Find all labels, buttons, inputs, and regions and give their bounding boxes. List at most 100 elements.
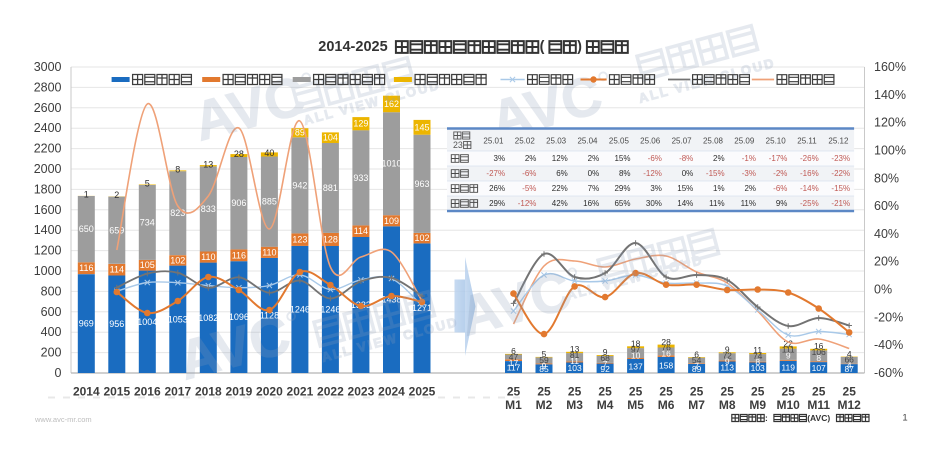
svg-text:0%: 0% bbox=[874, 283, 892, 297]
svg-text:25: 25 bbox=[721, 385, 735, 399]
svg-text:25: 25 bbox=[659, 385, 673, 399]
svg-text:60%: 60% bbox=[874, 199, 899, 213]
svg-text:22: 22 bbox=[783, 339, 793, 349]
svg-text:107: 107 bbox=[812, 363, 826, 373]
svg-text:2015: 2015 bbox=[103, 385, 130, 399]
svg-text:3%: 3% bbox=[650, 184, 662, 193]
svg-text:2600: 2600 bbox=[34, 101, 62, 115]
svg-text:2400: 2400 bbox=[34, 121, 62, 135]
svg-text:25: 25 bbox=[690, 385, 704, 399]
svg-text:1246: 1246 bbox=[290, 305, 310, 315]
svg-text:11%: 11% bbox=[709, 199, 724, 208]
svg-text:-60%: -60% bbox=[874, 366, 903, 380]
svg-text:25.01: 25.01 bbox=[483, 137, 504, 146]
svg-text:92: 92 bbox=[600, 364, 610, 374]
svg-text:120%: 120% bbox=[874, 116, 906, 130]
svg-text:2014: 2014 bbox=[73, 385, 100, 399]
svg-text:160%: 160% bbox=[874, 60, 906, 74]
svg-text:M6: M6 bbox=[658, 398, 675, 412]
svg-text:2%: 2% bbox=[588, 154, 600, 163]
svg-text:11%: 11% bbox=[741, 199, 756, 208]
svg-text:16: 16 bbox=[661, 349, 671, 359]
svg-text:885: 885 bbox=[262, 197, 277, 207]
svg-text:M10: M10 bbox=[777, 398, 801, 412]
svg-text:16%: 16% bbox=[583, 199, 599, 208]
svg-text:9: 9 bbox=[603, 347, 608, 357]
svg-text:111: 111 bbox=[782, 344, 795, 354]
svg-text:13: 13 bbox=[570, 344, 580, 354]
svg-text:-3%: -3% bbox=[742, 169, 756, 178]
svg-text:9: 9 bbox=[725, 345, 730, 355]
svg-text:42%: 42% bbox=[552, 199, 568, 208]
svg-text:M7: M7 bbox=[688, 398, 705, 412]
svg-text:162: 162 bbox=[384, 99, 399, 109]
svg-text:81: 81 bbox=[570, 350, 580, 360]
svg-text:-15%: -15% bbox=[831, 184, 850, 193]
svg-text:2021: 2021 bbox=[287, 385, 314, 399]
svg-text:12%: 12% bbox=[552, 154, 568, 163]
svg-text:16: 16 bbox=[814, 341, 824, 351]
svg-text:M11: M11 bbox=[807, 398, 830, 412]
svg-text:200: 200 bbox=[41, 346, 62, 360]
svg-text:25.05: 25.05 bbox=[609, 137, 630, 146]
svg-text:2: 2 bbox=[114, 190, 119, 200]
svg-text:26%: 26% bbox=[489, 184, 505, 193]
svg-text:6%: 6% bbox=[556, 169, 568, 178]
svg-text:-1%: -1% bbox=[742, 154, 756, 163]
svg-text:4: 4 bbox=[847, 349, 852, 359]
svg-text:25: 25 bbox=[568, 385, 582, 399]
svg-text:105: 105 bbox=[140, 260, 155, 270]
svg-text:659: 659 bbox=[109, 225, 124, 235]
svg-text:2200: 2200 bbox=[34, 142, 62, 156]
svg-text:20%: 20% bbox=[874, 255, 899, 269]
svg-text:25: 25 bbox=[812, 385, 826, 399]
svg-text:5: 5 bbox=[542, 349, 547, 359]
svg-text:25: 25 bbox=[598, 385, 612, 399]
svg-text:800: 800 bbox=[41, 284, 62, 298]
svg-text:116: 116 bbox=[79, 263, 93, 273]
svg-text:2019: 2019 bbox=[226, 385, 253, 399]
svg-text:158: 158 bbox=[659, 360, 673, 370]
svg-text:14%: 14% bbox=[677, 199, 693, 208]
svg-text:110: 110 bbox=[201, 252, 215, 262]
svg-text:1246: 1246 bbox=[320, 305, 340, 315]
svg-text:25: 25 bbox=[507, 385, 521, 399]
svg-text:28: 28 bbox=[234, 149, 244, 159]
svg-text:7: 7 bbox=[603, 359, 608, 369]
svg-text:1200: 1200 bbox=[34, 244, 62, 258]
svg-text:0%: 0% bbox=[682, 169, 694, 178]
svg-text:9: 9 bbox=[725, 356, 730, 366]
svg-text:-26%: -26% bbox=[800, 154, 819, 163]
svg-text:25: 25 bbox=[782, 385, 796, 399]
svg-text:13: 13 bbox=[203, 159, 213, 169]
svg-text:72: 72 bbox=[722, 350, 732, 360]
svg-text:97: 97 bbox=[631, 344, 641, 354]
svg-text:7: 7 bbox=[694, 361, 699, 371]
svg-text:8%: 8% bbox=[619, 169, 631, 178]
svg-text:M8: M8 bbox=[719, 398, 736, 412]
svg-text:(AVC): (AVC) bbox=[807, 413, 830, 423]
svg-text:-23%: -23% bbox=[831, 154, 850, 163]
svg-text:1600: 1600 bbox=[34, 203, 62, 217]
svg-text:2000: 2000 bbox=[34, 162, 62, 176]
svg-text:-27%: -27% bbox=[486, 169, 505, 178]
svg-text:www.avc-mr.com: www.avc-mr.com bbox=[34, 415, 92, 424]
svg-text:23: 23 bbox=[453, 140, 463, 150]
svg-text:8: 8 bbox=[175, 164, 180, 174]
svg-text:-2%: -2% bbox=[773, 169, 787, 178]
svg-text:1053: 1053 bbox=[168, 314, 188, 324]
svg-text:59: 59 bbox=[539, 355, 549, 365]
svg-text:2%: 2% bbox=[525, 154, 537, 163]
svg-text:40: 40 bbox=[264, 148, 274, 158]
svg-text:M4: M4 bbox=[597, 398, 614, 412]
svg-text:400: 400 bbox=[41, 325, 62, 339]
svg-text:66: 66 bbox=[844, 355, 854, 365]
svg-text:25.03: 25.03 bbox=[546, 137, 567, 146]
svg-text:1271: 1271 bbox=[412, 303, 432, 313]
svg-text:8: 8 bbox=[816, 353, 821, 363]
svg-text:117: 117 bbox=[507, 363, 521, 373]
svg-text:28: 28 bbox=[661, 337, 671, 347]
svg-text:11: 11 bbox=[570, 356, 579, 366]
svg-text:2024: 2024 bbox=[378, 385, 405, 399]
svg-text:15%: 15% bbox=[614, 154, 630, 163]
